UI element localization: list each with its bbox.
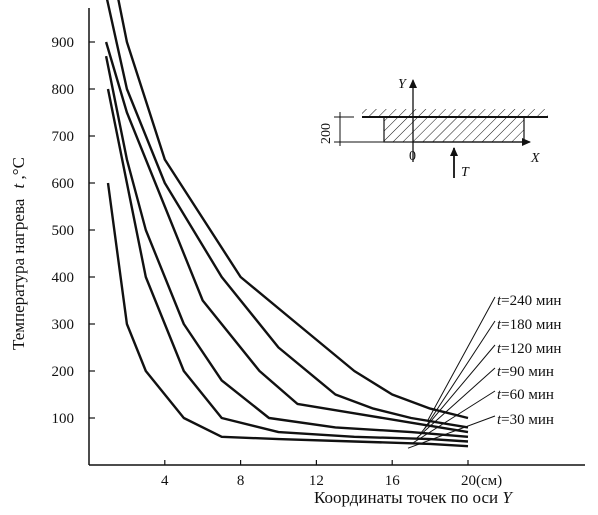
axes: [88, 8, 585, 466]
legend-label-value: =120 мин: [501, 341, 561, 357]
series-line-120-min: [104, 41, 469, 434]
x-tick-label: 16: [385, 473, 401, 489]
legend-label-var: t: [497, 387, 502, 403]
legend-label-var: t: [497, 341, 502, 357]
legend-label-value: =180 мин: [501, 317, 561, 333]
x-tick-label: 12: [309, 473, 324, 489]
legend-label-var: t: [497, 293, 502, 309]
series-line-90-min: [104, 55, 469, 438]
legend-label-value: =30 мин: [501, 412, 554, 428]
inset-x-label: X: [530, 151, 540, 166]
inset-origin-label: 0: [409, 149, 416, 164]
series-lines: [104, 0, 469, 448]
y-ticks: 10020030040050060070080090010001100: [44, 0, 95, 427]
inset-hatched-slab: [383, 116, 525, 143]
inset-y-label: Y: [398, 77, 408, 92]
legend-label: t=30 мин: [497, 412, 554, 428]
x-axis-title-text: Координаты точек по оси: [314, 488, 498, 507]
legend-leader-line: [415, 367, 496, 440]
y-tick-label: 900: [52, 35, 75, 51]
x-ticks: 4 8 12 16 20(см): [161, 460, 502, 489]
legend-leader-line: [411, 390, 496, 444]
y-axis-title-text: Температура нагрева: [9, 198, 28, 350]
legend-label-var: t: [497, 364, 502, 380]
x-tick-label: 8: [237, 473, 245, 489]
legend-label: t=90 мин: [497, 364, 554, 380]
y-tick-label: 1000: [44, 0, 74, 4]
series-line-30-min: [106, 182, 469, 448]
legend-label: t=180 мин: [497, 317, 561, 333]
series-line-180-min: [105, 0, 469, 429]
y-axis-title-unit: ,°C: [9, 157, 28, 179]
legend-label-var: t: [497, 412, 502, 428]
inset-diagram: Y X 0 200 T: [319, 77, 548, 180]
y-tick-label: 300: [52, 317, 75, 333]
y-tick-label: 200: [52, 364, 75, 380]
legend-leader-line: [419, 344, 496, 435]
y-tick-label: 500: [52, 223, 75, 239]
y-tick-label: 800: [52, 82, 75, 98]
y-tick-label: 100: [52, 411, 75, 427]
legend-leader-line: [423, 320, 496, 430]
legend-label-value: =240 мин: [501, 293, 561, 309]
inset-t-label: T: [461, 165, 470, 180]
y-tick-label: 600: [52, 176, 75, 192]
series-line-60-min: [106, 88, 469, 443]
leader-lines: [407, 296, 496, 449]
legend-label-var: t: [497, 317, 502, 333]
y-tick-label: 700: [52, 129, 75, 145]
y-axis-title: Температура нагрева t ,°C: [9, 157, 28, 350]
legend-label: t=120 мин: [497, 341, 561, 357]
legend-leader-line: [427, 296, 496, 421]
inset-top-hatch: [362, 109, 548, 117]
legend-leader-line: [407, 415, 496, 449]
series-line-240-min: [117, 0, 469, 420]
legend-label-value: =90 мин: [501, 364, 554, 380]
legend-label: t=240 мин: [497, 293, 561, 309]
y-axis-title-var: t: [9, 182, 28, 188]
x-tick-label: 4: [161, 473, 169, 489]
legend-label: t=60 мин: [497, 387, 554, 403]
x-axis-title: Координаты точек по оси Y: [314, 488, 513, 507]
inset-thickness-label: 200: [319, 123, 334, 144]
x-tick-label: 20(см): [461, 473, 502, 489]
y-tick-label: 400: [52, 270, 75, 286]
x-axis-title-var: Y: [502, 488, 513, 507]
legend-label-value: =60 мин: [501, 387, 554, 403]
